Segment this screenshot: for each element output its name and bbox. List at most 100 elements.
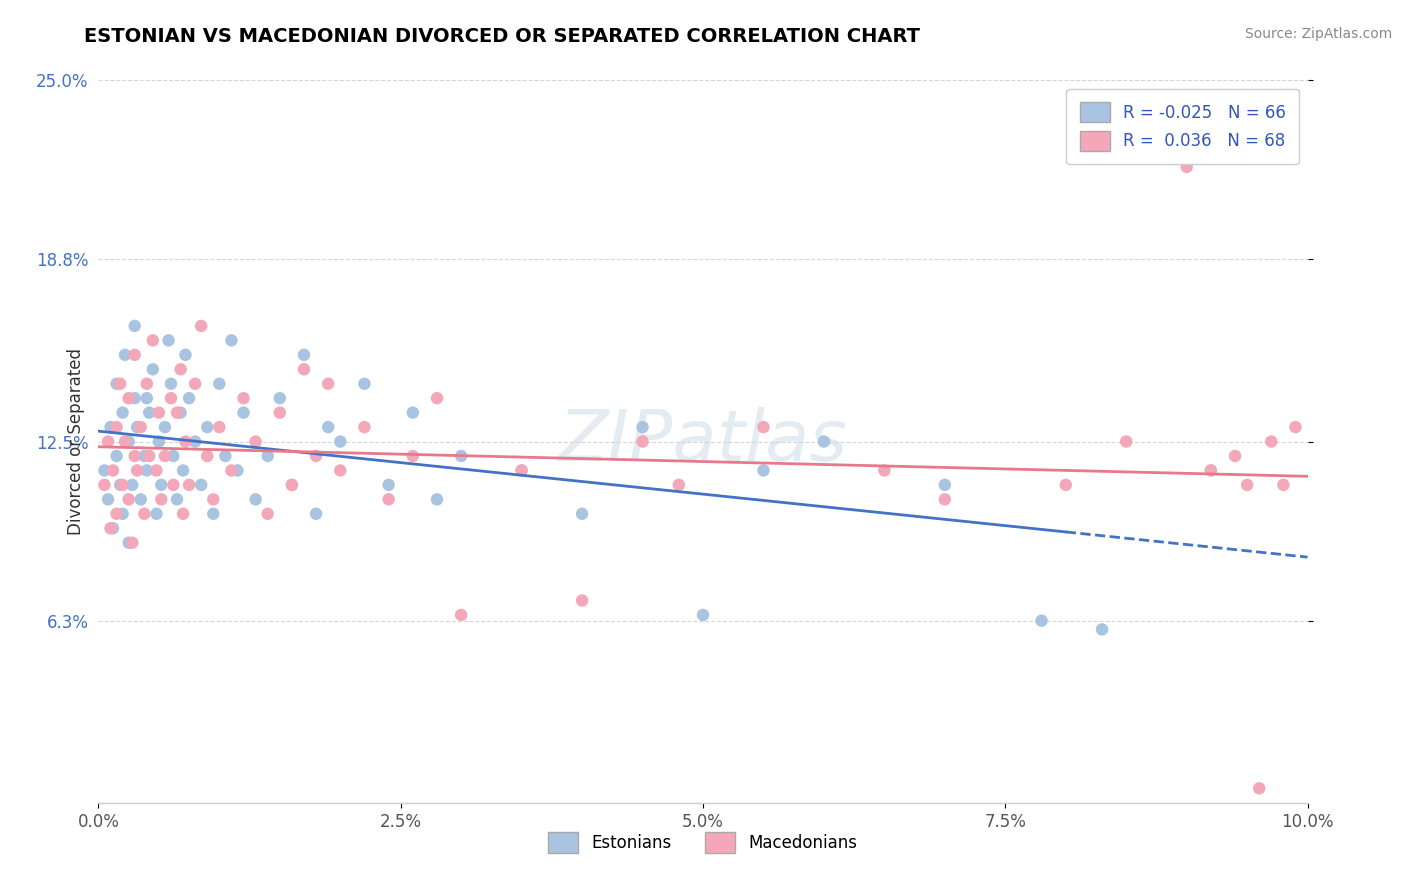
Text: ESTONIAN VS MACEDONIAN DIVORCED OR SEPARATED CORRELATION CHART: ESTONIAN VS MACEDONIAN DIVORCED OR SEPAR… xyxy=(84,27,921,45)
Point xyxy=(1054,478,1077,492)
Point xyxy=(174,434,197,449)
Point xyxy=(124,391,146,405)
Point xyxy=(195,420,218,434)
Point xyxy=(124,348,146,362)
Point xyxy=(402,406,425,420)
Point xyxy=(1115,434,1137,449)
Point xyxy=(1223,449,1246,463)
Point xyxy=(127,420,149,434)
Point xyxy=(93,463,115,477)
Point xyxy=(190,318,212,333)
Point xyxy=(162,449,184,463)
Point xyxy=(134,507,156,521)
Point xyxy=(269,391,291,405)
Point xyxy=(256,507,278,521)
Point xyxy=(329,434,352,449)
Point xyxy=(813,434,835,449)
Point xyxy=(111,507,134,521)
Point xyxy=(135,391,157,405)
Point xyxy=(292,362,315,376)
Point xyxy=(148,406,170,420)
Text: Source: ZipAtlas.com: Source: ZipAtlas.com xyxy=(1244,27,1392,41)
Point xyxy=(377,492,399,507)
Point xyxy=(148,434,170,449)
Point xyxy=(1031,614,1053,628)
Point xyxy=(426,391,449,405)
Point xyxy=(124,449,146,463)
Point xyxy=(305,449,328,463)
Y-axis label: Divorced or Separated: Divorced or Separated xyxy=(66,348,84,535)
Point xyxy=(142,334,165,348)
Point xyxy=(1284,420,1306,434)
Point xyxy=(402,449,425,463)
Point xyxy=(118,535,141,549)
Point xyxy=(208,420,231,434)
Point xyxy=(121,478,143,492)
Point xyxy=(101,463,124,477)
Point xyxy=(114,348,136,362)
Point xyxy=(153,420,176,434)
Point xyxy=(226,463,249,477)
Point xyxy=(450,449,472,463)
Point xyxy=(100,420,122,434)
Point xyxy=(631,434,654,449)
Point xyxy=(1199,463,1222,477)
Point xyxy=(93,478,115,492)
Point xyxy=(100,521,122,535)
Point xyxy=(281,478,304,492)
Point xyxy=(153,449,176,463)
Point xyxy=(145,507,167,521)
Point xyxy=(135,376,157,391)
Point xyxy=(145,463,167,477)
Point xyxy=(97,434,120,449)
Point xyxy=(269,406,291,420)
Point xyxy=(353,420,375,434)
Point xyxy=(195,449,218,463)
Point xyxy=(221,334,243,348)
Point xyxy=(127,463,149,477)
Point xyxy=(232,406,254,420)
Point xyxy=(160,376,183,391)
Point xyxy=(105,507,128,521)
Point xyxy=(377,478,399,492)
Point xyxy=(114,434,136,449)
Point xyxy=(129,420,152,434)
Point xyxy=(97,492,120,507)
Point xyxy=(571,507,593,521)
Point xyxy=(129,492,152,507)
Point xyxy=(281,478,304,492)
Point xyxy=(692,607,714,622)
Point xyxy=(1236,478,1258,492)
Point xyxy=(353,376,375,391)
Point xyxy=(202,507,225,521)
Point xyxy=(150,492,173,507)
Point xyxy=(166,406,188,420)
Point xyxy=(157,334,180,348)
Point xyxy=(873,463,896,477)
Point xyxy=(1272,478,1295,492)
Point xyxy=(105,449,128,463)
Point xyxy=(101,521,124,535)
Point xyxy=(174,348,197,362)
Point xyxy=(160,391,183,405)
Point xyxy=(631,420,654,434)
Point xyxy=(134,449,156,463)
Point xyxy=(138,449,160,463)
Point xyxy=(668,478,690,492)
Point xyxy=(752,420,775,434)
Point xyxy=(571,593,593,607)
Point xyxy=(184,434,207,449)
Point xyxy=(245,492,267,507)
Point xyxy=(179,478,201,492)
Point xyxy=(118,434,141,449)
Point xyxy=(172,507,194,521)
Point xyxy=(118,492,141,507)
Point xyxy=(245,434,267,449)
Point xyxy=(150,478,173,492)
Legend: Estonians, Macedonians: Estonians, Macedonians xyxy=(541,826,865,860)
Point xyxy=(184,376,207,391)
Point xyxy=(111,478,134,492)
Point xyxy=(166,492,188,507)
Point xyxy=(138,406,160,420)
Point xyxy=(256,449,278,463)
